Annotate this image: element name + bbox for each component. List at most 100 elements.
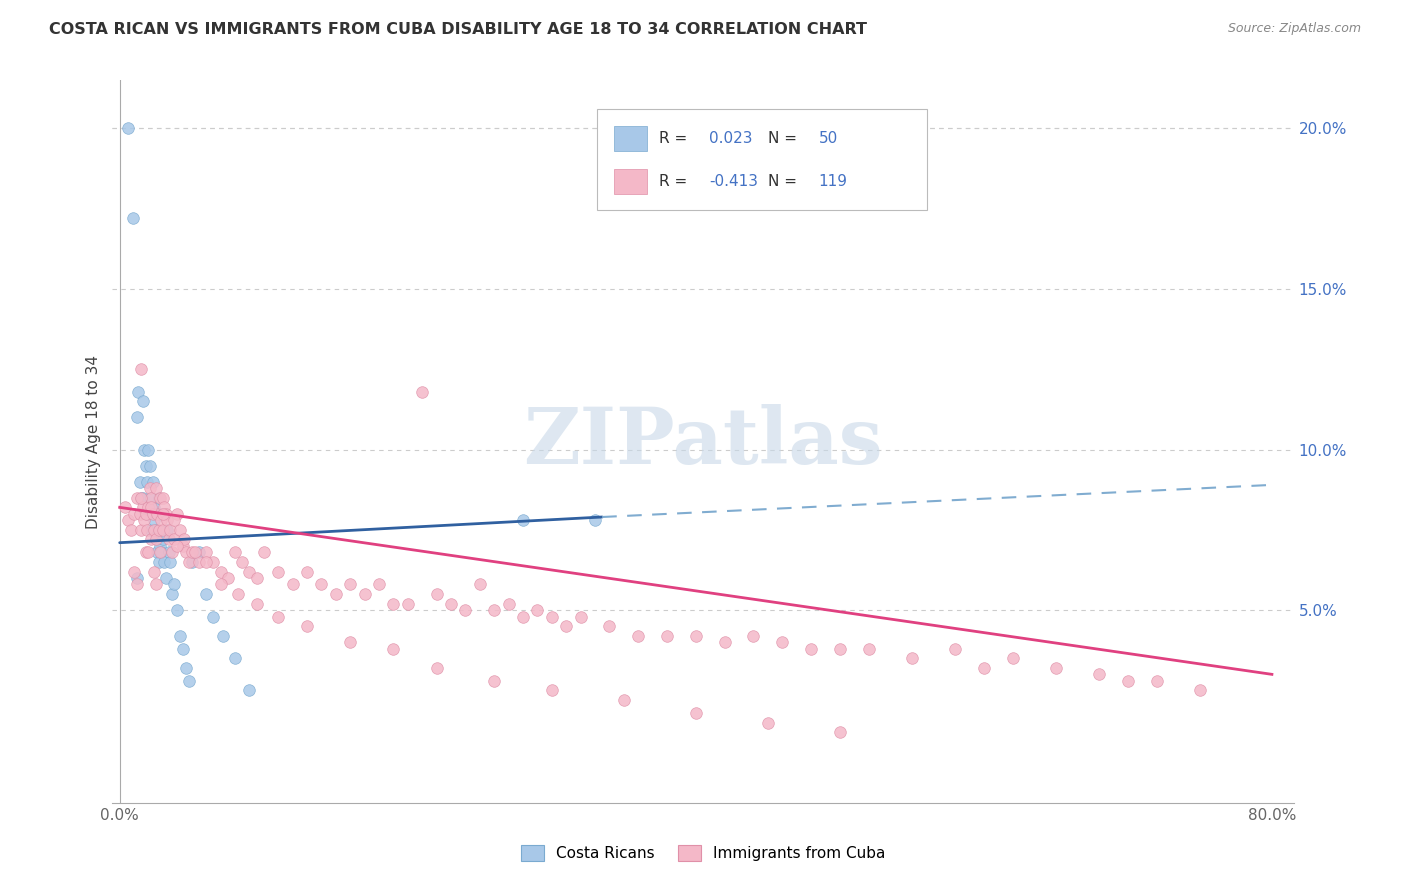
Point	[141, 500, 163, 515]
Point	[195, 545, 218, 559]
Point	[153, 555, 176, 569]
Point	[311, 577, 333, 591]
Point	[368, 577, 391, 591]
Point	[139, 458, 162, 473]
Point	[224, 545, 246, 559]
Point	[136, 475, 159, 489]
Point	[828, 641, 851, 656]
Point	[157, 533, 180, 547]
Point	[145, 577, 167, 591]
Point	[281, 577, 304, 591]
Point	[139, 481, 162, 495]
Point	[353, 587, 375, 601]
Text: R =: R =	[659, 130, 692, 145]
Point	[174, 545, 197, 559]
Point	[1045, 661, 1067, 675]
Point	[138, 500, 160, 515]
Point	[145, 533, 167, 547]
Point	[117, 513, 139, 527]
Point	[155, 507, 177, 521]
Point	[756, 715, 779, 730]
Point	[143, 523, 166, 537]
Point	[209, 565, 232, 579]
Point	[655, 629, 678, 643]
Point	[226, 587, 249, 601]
Text: 119: 119	[818, 174, 848, 189]
Point	[195, 555, 218, 569]
Point	[149, 545, 172, 559]
Point	[146, 533, 169, 547]
Point	[122, 507, 145, 521]
Point	[169, 523, 191, 537]
Point	[117, 121, 139, 136]
Point	[141, 523, 163, 537]
Point	[828, 725, 851, 739]
Point	[163, 533, 186, 547]
Text: R =: R =	[659, 174, 692, 189]
Point	[156, 513, 179, 527]
Point	[245, 597, 267, 611]
Text: COSTA RICAN VS IMMIGRANTS FROM CUBA DISABILITY AGE 18 TO 34 CORRELATION CHART: COSTA RICAN VS IMMIGRANTS FROM CUBA DISA…	[49, 22, 868, 37]
Point	[148, 555, 170, 569]
Point	[339, 635, 361, 649]
Point	[142, 475, 165, 489]
Point	[267, 609, 290, 624]
Point	[157, 545, 180, 559]
Point	[135, 507, 157, 521]
Point	[121, 211, 143, 226]
Point	[498, 597, 520, 611]
Point	[166, 507, 188, 521]
Point	[146, 545, 169, 559]
FancyBboxPatch shape	[614, 126, 648, 151]
Point	[172, 539, 194, 553]
Point	[125, 571, 148, 585]
Point	[217, 571, 239, 585]
Point	[159, 523, 181, 537]
Point	[138, 442, 160, 457]
Point	[411, 384, 433, 399]
Point	[132, 394, 155, 409]
Point	[973, 661, 995, 675]
Point	[202, 609, 225, 624]
Point	[132, 491, 155, 505]
Point	[148, 523, 170, 537]
Point	[512, 513, 534, 527]
Point	[134, 513, 156, 527]
Point	[526, 603, 548, 617]
FancyBboxPatch shape	[614, 169, 648, 194]
Point	[149, 491, 172, 505]
Point	[224, 651, 246, 665]
Point	[129, 491, 152, 505]
Point	[136, 523, 159, 537]
Point	[129, 362, 152, 376]
Point	[143, 500, 166, 515]
Point	[1001, 651, 1024, 665]
Point	[114, 500, 136, 515]
Text: N =: N =	[768, 130, 801, 145]
Point	[156, 523, 179, 537]
Point	[180, 545, 202, 559]
Point	[901, 651, 924, 665]
Point	[143, 513, 166, 527]
Text: 0.023: 0.023	[709, 130, 752, 145]
Point	[440, 597, 463, 611]
Point	[163, 577, 186, 591]
Point	[245, 571, 267, 585]
Point	[172, 641, 194, 656]
Point	[1146, 673, 1168, 688]
Point	[382, 597, 405, 611]
Point	[382, 641, 405, 656]
Point	[212, 629, 235, 643]
Point	[132, 500, 155, 515]
Point	[152, 523, 174, 537]
Point	[173, 533, 195, 547]
Point	[160, 545, 183, 559]
Point	[142, 507, 165, 521]
Text: N =: N =	[768, 174, 801, 189]
Point	[187, 545, 209, 559]
Point	[148, 491, 170, 505]
Text: 50: 50	[818, 130, 838, 145]
Point	[540, 683, 562, 698]
Point	[800, 641, 823, 656]
Point	[152, 533, 174, 547]
